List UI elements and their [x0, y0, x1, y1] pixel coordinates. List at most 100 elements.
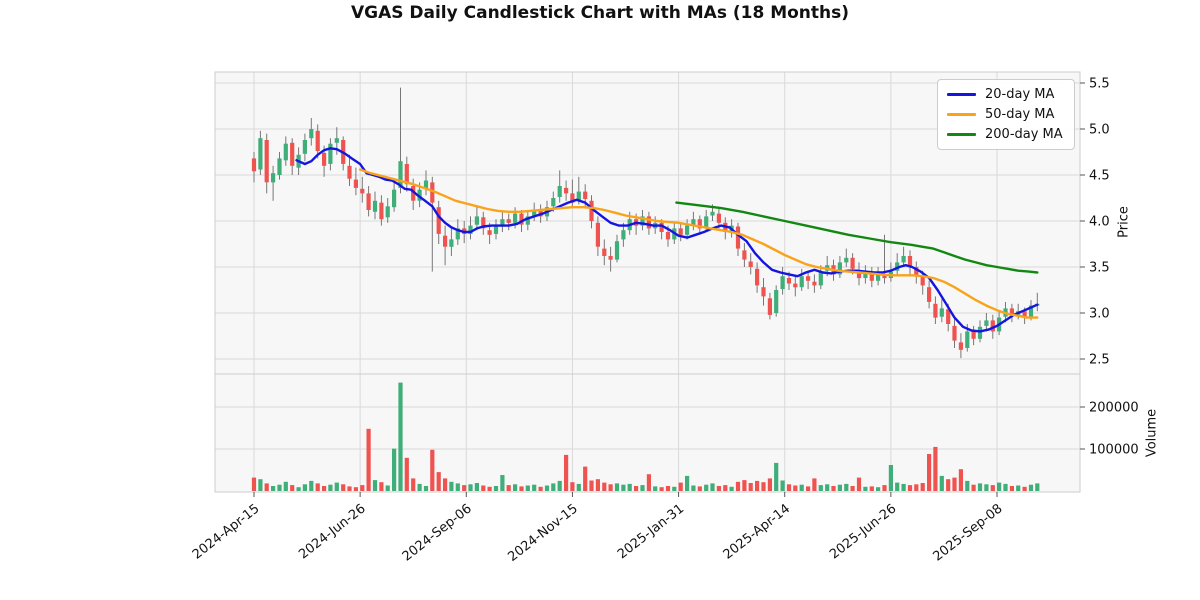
candle-body: [519, 213, 524, 225]
legend-item-ma200: 200-day MA: [947, 127, 1066, 142]
volume-bar: [411, 478, 416, 491]
volume-bar: [564, 454, 569, 491]
volume-bar: [595, 479, 600, 491]
candle-body: [704, 216, 709, 229]
candle-body: [602, 248, 607, 256]
candle-body: [481, 217, 486, 229]
volume-bar: [901, 483, 906, 491]
volume-bar: [398, 382, 403, 491]
volume-bar: [277, 484, 282, 491]
volume-bar: [634, 486, 639, 491]
price-tick-label: 2.5: [1089, 353, 1110, 368]
volume-bar: [341, 484, 346, 491]
candle-body: [347, 165, 352, 179]
candle-body: [665, 232, 671, 240]
candle-body: [977, 326, 983, 339]
candle-body: [398, 161, 403, 188]
candle-body: [564, 187, 569, 194]
candle-body: [748, 261, 753, 267]
candle-body: [691, 219, 696, 225]
volume-bar: [474, 483, 479, 491]
candle-body: [302, 140, 307, 154]
ma50-line: [358, 168, 1039, 319]
x-tick-label: 2024-Sep-06: [400, 501, 475, 564]
volume-bar: [602, 482, 607, 491]
volume-bar: [672, 486, 677, 491]
volume-bar: [551, 483, 556, 491]
ma20-line: [295, 147, 1039, 333]
candle-body: [443, 235, 448, 247]
candle-body: [264, 140, 269, 183]
candle-body: [895, 262, 900, 271]
candle-body: [271, 173, 276, 183]
candle-body: [283, 143, 288, 161]
volume-bar: [271, 486, 276, 491]
candle-body: [379, 202, 384, 220]
candle-body: [971, 331, 976, 339]
volume-bar: [506, 485, 511, 491]
volume-bar: [360, 485, 365, 491]
volume-bar: [251, 477, 257, 491]
volume-bar: [965, 480, 970, 491]
volume-bar: [831, 486, 836, 491]
candle-body: [812, 281, 817, 286]
candle-body: [411, 186, 416, 201]
volume-bar: [347, 486, 352, 491]
candle-body: [436, 207, 441, 234]
ma50-line-swatch: [947, 113, 976, 116]
candle-body: [315, 130, 320, 151]
price-tick-label: 4.0: [1089, 215, 1110, 230]
candle-body: [659, 222, 664, 232]
candle-body: [474, 216, 479, 225]
candle-body: [710, 211, 715, 216]
candle-body: [385, 206, 390, 218]
candle-body: [640, 216, 645, 226]
candle-body: [423, 180, 429, 189]
volume-bar: [302, 484, 307, 491]
volume-bar: [481, 485, 486, 491]
candle-body: [258, 138, 263, 170]
candle-body: [366, 193, 371, 210]
volume-bar: [283, 481, 288, 491]
volume-bar: [614, 483, 620, 491]
candle-body: [404, 164, 409, 185]
volume-bar: [532, 484, 537, 491]
volume-bar: [366, 428, 371, 491]
volume-bar: [793, 485, 798, 491]
volume-bar: [920, 483, 925, 491]
candle-body: [914, 267, 919, 277]
candle-body: [430, 182, 435, 203]
candle-body: [614, 241, 620, 260]
candle-body: [487, 230, 492, 235]
volume-bar: [290, 485, 295, 491]
volume-bar: [258, 479, 263, 491]
ma20-line-swatch: [947, 93, 976, 96]
x-tick-label: 2024-Jun-26: [296, 501, 368, 562]
volume-bar: [264, 483, 269, 491]
volume-bar: [869, 486, 874, 491]
volume-bar: [882, 485, 887, 491]
candle-body: [551, 198, 556, 207]
candle-body: [621, 230, 626, 240]
legend-label-ma20: 20-day MA: [985, 87, 1055, 102]
candle-body: [927, 287, 932, 302]
volume-bar: [449, 481, 454, 491]
volume-bar: [653, 486, 658, 491]
volume-bar: [583, 466, 588, 491]
volume-bar: [812, 478, 817, 491]
candle-body: [678, 228, 683, 235]
volume-bar: [735, 481, 741, 491]
candle-body: [1022, 311, 1027, 318]
price-tick-label: 3.5: [1089, 261, 1110, 276]
x-tick-label: 2024-Apr-15: [190, 501, 263, 562]
volume-bar: [455, 483, 460, 491]
candle-body: [1028, 305, 1034, 317]
volume-bar: [837, 484, 842, 491]
volume-bar: [761, 482, 766, 491]
volume-bar: [856, 477, 862, 491]
volume-bar: [646, 474, 651, 491]
legend-item-ma50: 50-day MA: [947, 107, 1066, 122]
volume-bar: [621, 484, 626, 491]
